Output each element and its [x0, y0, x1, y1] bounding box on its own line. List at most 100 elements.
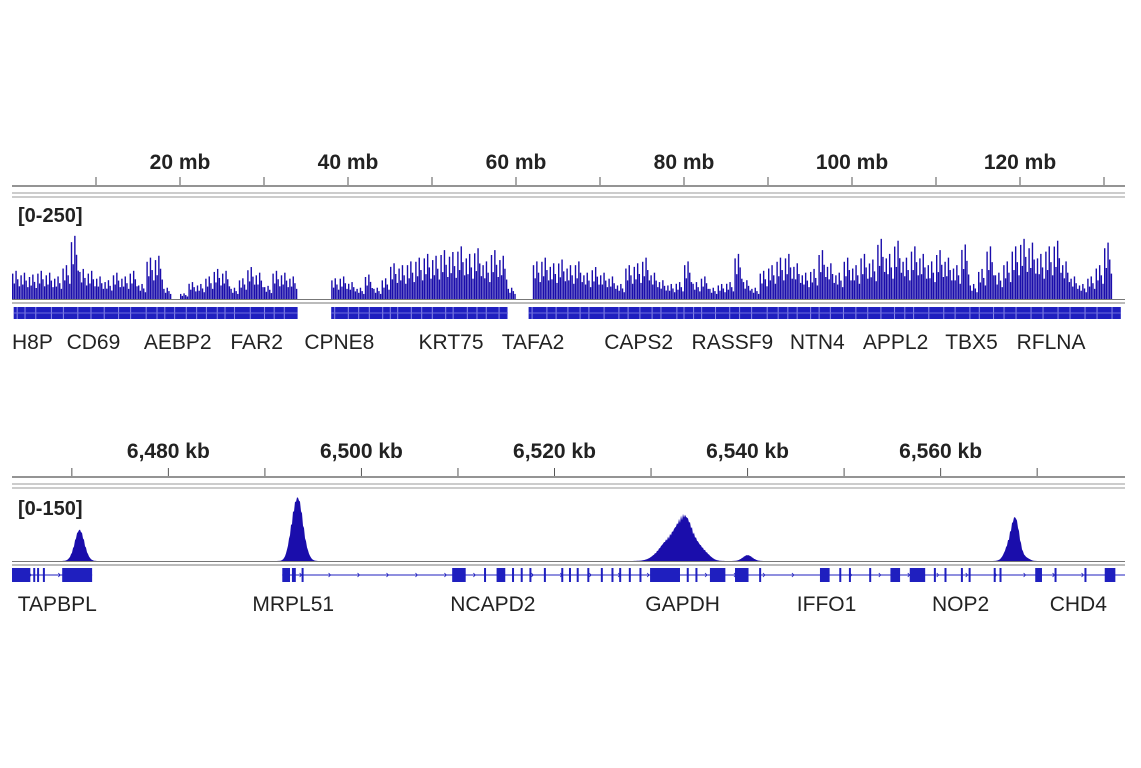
exon	[529, 568, 532, 582]
signal-bar	[727, 289, 730, 299]
signal-bar	[720, 283, 723, 299]
signal-bar	[42, 279, 44, 299]
gene-label: IFFO1	[797, 593, 857, 616]
signal-bar	[546, 270, 548, 299]
strand-arrow	[530, 572, 534, 578]
signal-bar	[744, 288, 746, 299]
signal-bar	[579, 272, 582, 299]
signal-bar	[238, 280, 241, 299]
strand-arrow	[328, 572, 332, 578]
exon	[960, 568, 963, 582]
signal-bar	[978, 271, 980, 299]
signal-bar	[717, 285, 719, 299]
signal-bar	[988, 270, 990, 299]
signal-bar	[563, 271, 565, 299]
signal-bar	[816, 285, 819, 299]
signal-bar	[144, 292, 147, 299]
signal-bar	[1046, 270, 1049, 299]
signal-bar	[835, 275, 837, 299]
signal-bar	[803, 284, 805, 299]
signal-bar	[939, 250, 941, 299]
signal-bar	[458, 270, 461, 299]
signal-bar	[887, 274, 889, 299]
exon	[37, 568, 40, 582]
gene-label: AEBP2	[144, 331, 212, 354]
signal-bar	[947, 257, 950, 299]
signal-bar	[270, 293, 273, 299]
signal-bar	[200, 283, 202, 299]
exon	[301, 568, 304, 582]
signal-bar	[568, 280, 570, 299]
signal-bar	[900, 272, 903, 299]
signal-bar	[1062, 265, 1064, 299]
signal-bar	[828, 279, 830, 299]
signal-bar	[379, 293, 382, 299]
signal-bar	[136, 286, 138, 299]
strand-arrow	[1081, 572, 1085, 578]
signal-bar	[190, 289, 192, 299]
signal-bar	[1082, 283, 1084, 299]
signal-bar	[779, 257, 782, 299]
signal-bar	[813, 268, 815, 299]
signal-bar	[331, 280, 333, 299]
signal-bar	[719, 290, 721, 299]
signal-bar	[877, 244, 879, 299]
signal-bar	[369, 281, 372, 299]
signal-bar	[616, 285, 619, 299]
signal-bar	[833, 282, 835, 299]
signal-bar	[364, 277, 367, 299]
signal-bar	[776, 261, 778, 299]
signal-bar	[447, 277, 449, 299]
signal-bar	[957, 275, 960, 299]
signal-bar	[724, 292, 726, 299]
gene-label: MRPL51	[252, 593, 334, 616]
signal-bar	[769, 280, 772, 299]
signal-bar	[351, 282, 353, 299]
signal-bar	[878, 265, 881, 299]
signal-bar	[682, 291, 684, 299]
signal-bar	[746, 280, 748, 299]
signal-bar	[253, 284, 256, 299]
signal-bar	[998, 272, 1000, 299]
signal-bar	[914, 246, 916, 299]
strand-arrow	[1023, 572, 1027, 578]
signal-bar	[438, 279, 441, 299]
signal-bar	[678, 282, 681, 299]
exon	[62, 568, 93, 582]
strand-arrow	[588, 572, 592, 578]
signal-bar	[475, 271, 478, 299]
signal-bar	[275, 270, 278, 299]
signal-bar	[841, 287, 844, 299]
exon	[619, 568, 622, 582]
signal-bar	[972, 283, 975, 299]
signal-bar	[700, 278, 703, 299]
signal-bar	[951, 280, 953, 299]
signal-bar	[285, 280, 288, 299]
signal-bar	[882, 256, 884, 299]
signal-bar	[956, 265, 958, 299]
signal-bar	[840, 280, 842, 299]
signal-bar	[437, 268, 439, 299]
signal-bar	[154, 260, 157, 299]
signal-bar	[442, 272, 444, 299]
signal-bar	[984, 285, 987, 299]
signal-bar	[210, 283, 212, 299]
exon	[543, 568, 546, 582]
signal-bar	[652, 284, 654, 299]
signal-bar	[1004, 278, 1007, 299]
exon	[1054, 568, 1057, 582]
signal-bar	[337, 289, 340, 299]
signal-bar	[690, 282, 693, 299]
signal-bar	[712, 287, 714, 299]
signal-bar	[1051, 275, 1054, 299]
signal-bar	[12, 273, 14, 299]
signal-bar	[554, 273, 557, 299]
signal-bar	[265, 291, 268, 299]
signal-bar	[188, 283, 190, 299]
signal-bar	[804, 272, 807, 299]
signal-bar	[163, 288, 165, 299]
signal-bar	[233, 287, 236, 299]
signal-bar	[183, 293, 185, 299]
signal-bar	[243, 284, 246, 299]
signal-bar	[630, 275, 632, 299]
